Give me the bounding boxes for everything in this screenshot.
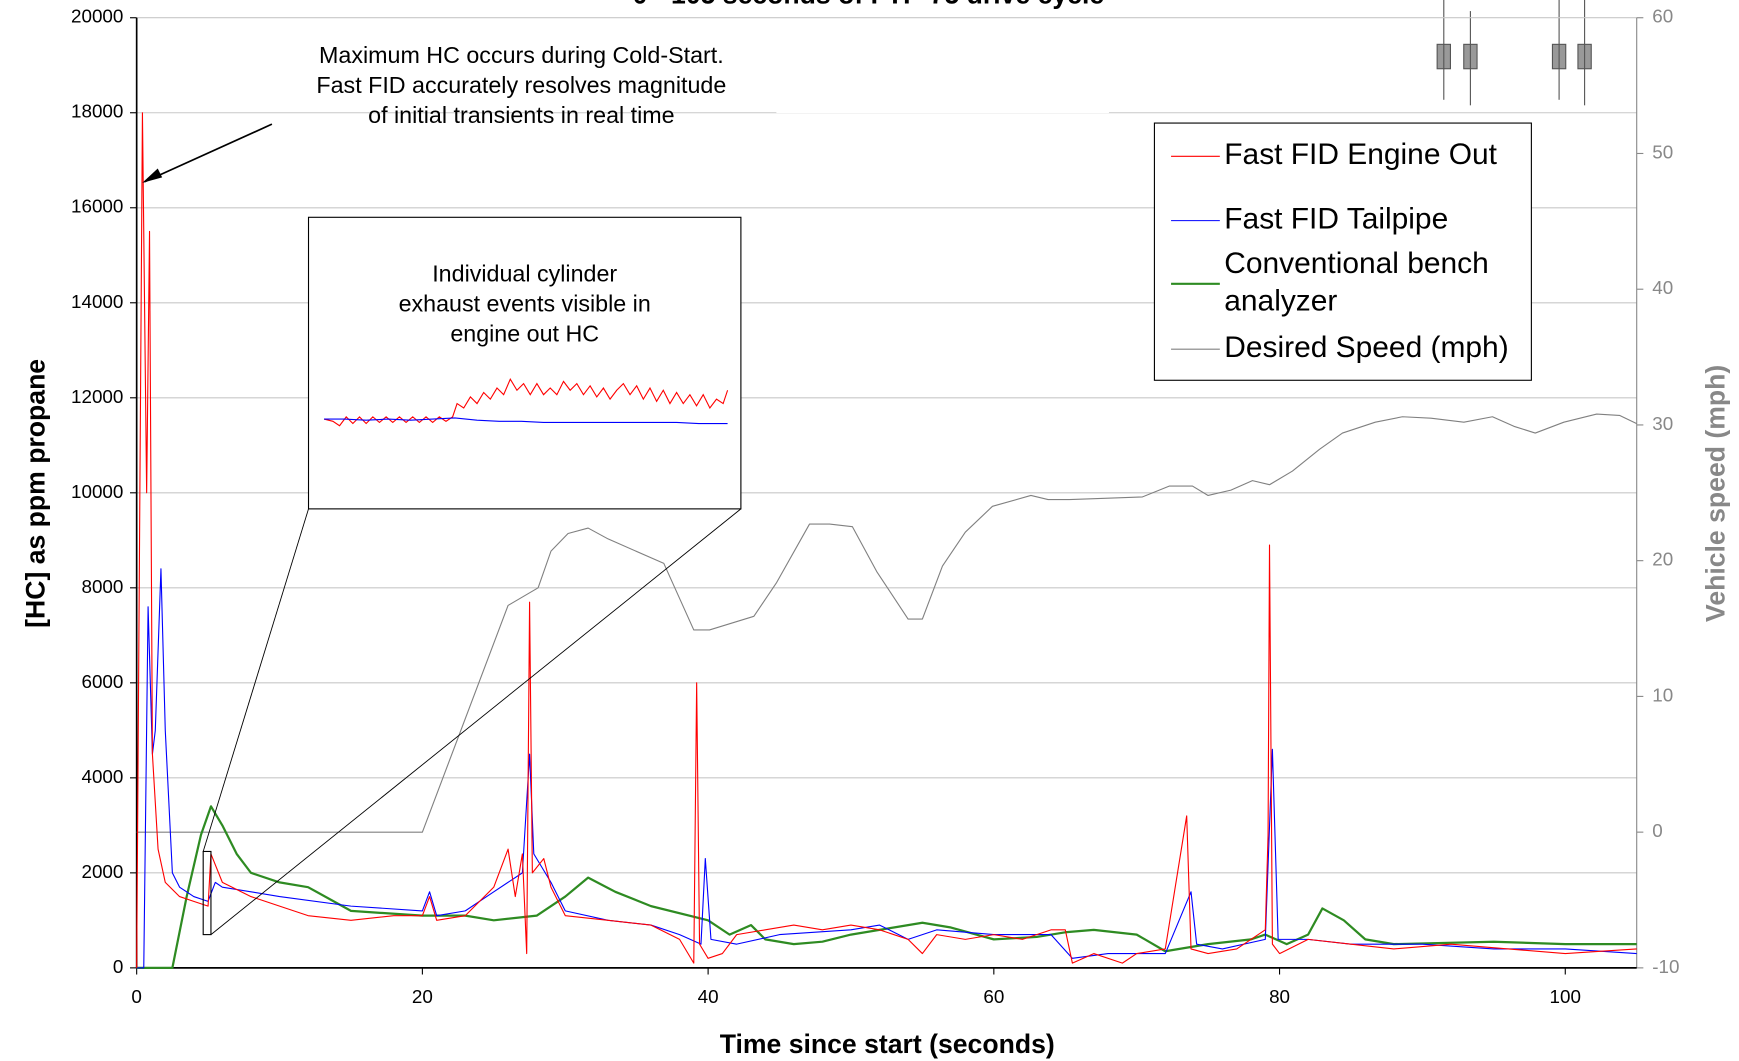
annotation-text: of initial transients in real time	[368, 102, 674, 128]
y2-tick-label: 30	[1652, 413, 1673, 434]
y-tick-label: 4000	[81, 766, 123, 787]
y-tick-label: 20000	[71, 6, 123, 27]
x-axis-title: Time since start (seconds)	[720, 1029, 1055, 1059]
x-tick-label: 20	[412, 986, 433, 1007]
zoom-connector	[202, 508, 309, 852]
y2-tick-label: 10	[1652, 684, 1673, 705]
y2-tick-label: 40	[1652, 277, 1673, 298]
y-axis-title: [HC] as ppm propane	[21, 359, 51, 628]
y-tick-label: 12000	[71, 386, 123, 407]
y2-tick-label: 20	[1652, 549, 1673, 570]
annotation-text: Maximum HC occurs during Cold-Start.	[319, 42, 724, 68]
series-line	[136, 568, 1637, 969]
icons	[1436, 0, 1592, 106]
legend-box	[1153, 122, 1532, 381]
zoom-connector	[210, 508, 742, 935]
legend-label-line: analyzer	[1224, 285, 1337, 318]
inset-tailpipe	[324, 417, 728, 425]
y2-tick-label: 60	[1652, 6, 1673, 27]
inset-box	[307, 216, 742, 510]
annotation-text: exhaust events visible in	[399, 291, 651, 317]
y-tick-label: 16000	[71, 196, 123, 217]
series-line	[136, 805, 1637, 969]
y-tick-label: 6000	[81, 671, 123, 692]
x-tick-label: 60	[983, 986, 1004, 1007]
x-tick-label: 40	[698, 986, 719, 1007]
annotation-text: engine out HC	[450, 320, 599, 346]
legend-label-line: Conventional bench	[1224, 247, 1489, 280]
y-tick-label: 0	[113, 956, 123, 977]
x-tick-label: 80	[1269, 986, 1290, 1007]
annotation-text: Individual cylinder	[432, 261, 617, 287]
inset-engine-out	[323, 377, 729, 427]
y2-tick-label: 50	[1652, 141, 1673, 162]
annotation-background	[776, 66, 1109, 114]
zoom-region	[202, 850, 212, 936]
legend: Fast FID Engine Out Fast FID Tailpipe Conv…	[1171, 138, 1509, 364]
y-tick-label: 8000	[81, 576, 123, 597]
arrow-head	[142, 168, 163, 183]
chart-title: 0 - 105 seconds of FTP-75 drive cycle	[633, 0, 1105, 9]
y2-axis-title: Vehicle speed (mph)	[1700, 365, 1730, 622]
legend-label: Conventional bench analyzer	[1224, 247, 1489, 318]
y-tick-label: 18000	[71, 101, 123, 122]
annotation-text: Fast FID accurately resolves magnitude	[316, 72, 726, 98]
x-tick-label: 0	[131, 986, 141, 1007]
y2-tick-label: -10	[1652, 956, 1679, 977]
y-tick-label: 14000	[71, 291, 123, 312]
annotation-arrow	[144, 123, 273, 183]
legend-label: Fast FID Tailpipe	[1224, 203, 1448, 236]
legend-label: Desired Speed (mph)	[1224, 331, 1508, 364]
y-tick-label: 2000	[81, 861, 123, 882]
y-tick-label: 10000	[71, 481, 123, 502]
annotations: Maximum HC occurs during Cold-Start. Fast…	[316, 42, 726, 346]
series-line	[136, 413, 1637, 833]
y2-tick-label: 0	[1652, 820, 1662, 841]
legend-label: Fast FID Engine Out	[1224, 138, 1497, 171]
x-tick-label: 100	[1550, 986, 1581, 1007]
